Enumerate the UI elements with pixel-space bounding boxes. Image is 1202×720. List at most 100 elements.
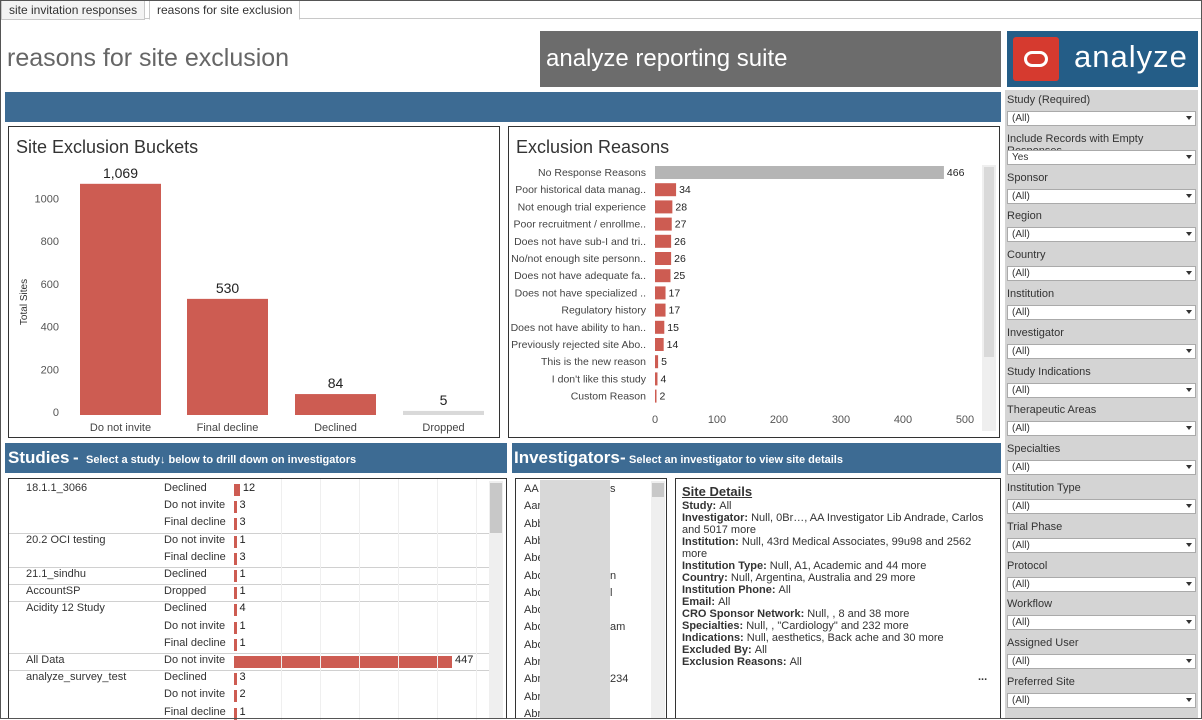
- study-name[interactable]: All Data: [26, 654, 65, 666]
- study-bar[interactable]: [234, 518, 237, 531]
- buckets-bar[interactable]: [403, 410, 484, 415]
- study-bar[interactable]: [234, 604, 237, 617]
- studies-scrollbar-thumb[interactable]: [490, 483, 502, 533]
- buckets-bar[interactable]: [80, 183, 161, 415]
- investigator-item[interactable]: Abr: [524, 673, 542, 686]
- reasons-bar[interactable]: [655, 372, 658, 386]
- studies-scrollbar[interactable]: [489, 481, 503, 719]
- study-status[interactable]: Do not invite: [164, 533, 226, 546]
- study-status[interactable]: Dropped: [164, 585, 207, 598]
- reasons-bar[interactable]: [655, 389, 657, 403]
- study-status[interactable]: Final decline: [164, 516, 226, 529]
- reasons-bar[interactable]: [655, 355, 659, 369]
- investigator-item[interactable]: Abr: [524, 690, 542, 703]
- reasons-bar[interactable]: [655, 166, 944, 179]
- reasons-bar[interactable]: [655, 303, 666, 317]
- reasons-bar[interactable]: [655, 286, 666, 300]
- reasons-bar[interactable]: [655, 183, 677, 197]
- filter-dropdown[interactable]: (All): [1007, 537, 1196, 553]
- filter-dropdown[interactable]: (All): [1007, 460, 1196, 476]
- study-bar[interactable]: [234, 535, 237, 548]
- study-name[interactable]: analyze_survey_test: [26, 671, 127, 684]
- study-status[interactable]: Do not invite: [164, 654, 226, 666]
- study-status[interactable]: Final decline: [164, 636, 226, 649]
- investigator-item-suffix[interactable]: n: [610, 569, 617, 582]
- investigator-item-suffix[interactable]: l: [610, 586, 613, 599]
- study-bar[interactable]: [234, 484, 240, 496]
- reasons-scrollbar[interactable]: [982, 165, 996, 431]
- investigator-item-suffix[interactable]: am: [610, 621, 626, 634]
- reasons-scrollbar-thumb[interactable]: [984, 167, 994, 357]
- investigators-scrollbar[interactable]: [651, 481, 665, 719]
- investigator-item[interactable]: Abr: [524, 707, 542, 720]
- site-details-more[interactable]: ...: [978, 671, 988, 683]
- reasons-bar[interactable]: [655, 269, 671, 283]
- study-bar[interactable]: [234, 552, 237, 565]
- filter-dropdown[interactable]: (All): [1007, 499, 1196, 514]
- reasons-bar[interactable]: [655, 234, 672, 248]
- filter-dropdown[interactable]: (All): [1007, 693, 1196, 708]
- study-status[interactable]: Declined: [164, 671, 207, 684]
- study-status[interactable]: Declined: [164, 568, 207, 580]
- investigator-item[interactable]: Abo: [524, 569, 544, 582]
- investigator-item[interactable]: Abb: [524, 517, 544, 530]
- study-status[interactable]: Declined: [164, 482, 207, 494]
- study-status[interactable]: Declined: [164, 602, 207, 615]
- investigators-scrollbar-thumb[interactable]: [652, 483, 664, 497]
- study-bar[interactable]: [234, 673, 237, 686]
- filter-dropdown[interactable]: (All): [1007, 266, 1196, 282]
- study-bar[interactable]: [234, 656, 452, 668]
- investigator-item[interactable]: Abr: [524, 656, 542, 668]
- study-name[interactable]: 20.2 OCI testing: [26, 533, 106, 546]
- study-name[interactable]: 18.1.1_3066: [26, 482, 88, 494]
- tab-site-invitation-responses[interactable]: site invitation responses: [1, 1, 146, 20]
- reasons-bar[interactable]: [655, 217, 672, 231]
- study-bar[interactable]: [234, 690, 237, 703]
- filter-dropdown[interactable]: (All): [1007, 576, 1196, 592]
- study-bar[interactable]: [234, 707, 237, 720]
- reasons-bar[interactable]: [655, 252, 672, 265]
- study-status[interactable]: Do not invite: [164, 619, 226, 632]
- filter-dropdown[interactable]: (All): [1007, 111, 1196, 126]
- buckets-bar[interactable]: [187, 298, 268, 415]
- study-name[interactable]: Acidity 12 Study: [26, 602, 105, 615]
- chevron-down-icon: [1186, 542, 1192, 547]
- study-status[interactable]: Do not invite: [164, 499, 226, 512]
- buckets-bar[interactable]: [295, 394, 376, 415]
- filter-dropdown[interactable]: (All): [1007, 227, 1196, 243]
- study-bar[interactable]: [234, 587, 237, 600]
- investigator-item[interactable]: Abo: [524, 621, 544, 634]
- investigator-item-suffix[interactable]: 234: [610, 673, 629, 686]
- reasons-xtick: 500: [956, 414, 974, 426]
- investigator-item[interactable]: Aar: [524, 500, 542, 513]
- study-name[interactable]: 21.1_sindhu: [26, 568, 86, 580]
- investigator-item[interactable]: Abb: [524, 534, 544, 547]
- filter-dropdown[interactable]: (All): [1007, 305, 1196, 320]
- investigator-item[interactable]: AA: [524, 483, 539, 495]
- study-bar[interactable]: [234, 621, 237, 634]
- filter-dropdown[interactable]: (All): [1007, 188, 1196, 204]
- filter-dropdown[interactable]: (All): [1007, 654, 1196, 670]
- chevron-down-icon: [1186, 426, 1192, 431]
- filter-dropdown[interactable]: Yes: [1007, 149, 1196, 165]
- filter-dropdown[interactable]: (All): [1007, 343, 1196, 359]
- study-bar[interactable]: [234, 570, 237, 582]
- reasons-bar[interactable]: [655, 338, 664, 351]
- investigator-item[interactable]: Abo: [524, 586, 544, 599]
- study-status[interactable]: Do not invite: [164, 688, 226, 701]
- investigator-item[interactable]: Abe: [524, 552, 544, 565]
- filter-dropdown[interactable]: (All): [1007, 421, 1196, 437]
- investigator-item-suffix[interactable]: s: [610, 483, 616, 495]
- reasons-bar[interactable]: [655, 320, 665, 334]
- study-status[interactable]: Final decline: [164, 550, 226, 563]
- study-bar[interactable]: [234, 501, 237, 514]
- reasons-bar[interactable]: [655, 200, 673, 214]
- filter-dropdown[interactable]: (All): [1007, 615, 1196, 631]
- filter-dropdown[interactable]: (All): [1007, 382, 1196, 398]
- study-name[interactable]: AccountSP: [26, 585, 81, 598]
- study-bar[interactable]: [234, 638, 237, 651]
- study-status[interactable]: Final decline: [164, 705, 226, 718]
- investigator-item[interactable]: Abo: [524, 604, 544, 617]
- investigator-item[interactable]: Abo: [524, 638, 544, 651]
- tab-reasons-for-site-exclusion[interactable]: reasons for site exclusion: [149, 1, 301, 20]
